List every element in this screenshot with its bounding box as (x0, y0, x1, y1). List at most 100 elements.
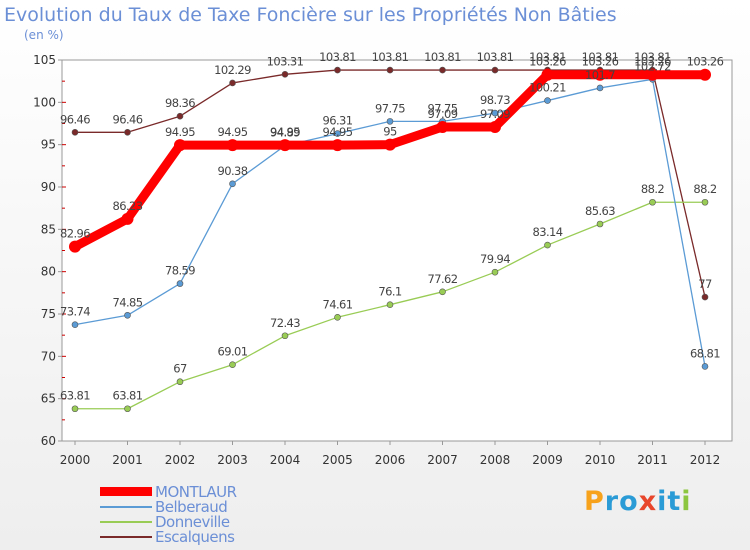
point-belberaud (701, 363, 709, 370)
legend-swatch (100, 536, 152, 538)
data-label-belberaud: 98.73 (480, 93, 510, 107)
logo-letter: r (604, 486, 620, 517)
x-tick-label: 2000 (60, 453, 91, 467)
data-label-escalquens: 103.81 (319, 50, 356, 64)
data-label-donneville: 77.62 (428, 272, 458, 286)
y-tick-label: 100 (33, 95, 56, 109)
point-montlaur (279, 139, 291, 152)
point-montlaur (594, 68, 606, 81)
data-label-escalquens: 102.29 (214, 63, 251, 77)
y-tick-label: 90 (41, 180, 56, 194)
point-belberaud (229, 180, 236, 188)
point-donneville (229, 361, 236, 369)
y-tick-label: 70 (41, 349, 56, 363)
data-label-donneville: 72.43 (270, 316, 300, 330)
logo-letter: i (681, 486, 692, 517)
point-montlaur (489, 120, 501, 133)
point-belberaud (176, 280, 184, 287)
data-label-donneville: 74.61 (323, 297, 353, 311)
data-label-belberaud: 68.81 (690, 346, 720, 360)
y-tick-label: 60 (41, 434, 56, 448)
point-escalquens (176, 112, 184, 120)
point-montlaur (699, 68, 711, 81)
data-label-montlaur: 97.09 (428, 107, 458, 121)
point-escalquens (439, 66, 446, 74)
logo-letter: t (667, 486, 682, 517)
data-label-donneville: 76.1 (378, 285, 401, 299)
y-tick-label: 95 (41, 138, 56, 152)
data-label-montlaur: 103.26 (529, 55, 566, 69)
x-tick-label: 2008 (480, 453, 511, 467)
x-tick-label: 2002 (165, 453, 196, 467)
data-label-donneville: 79.94 (480, 252, 510, 266)
plot-area (61, 59, 733, 442)
point-montlaur (331, 139, 344, 152)
data-label-montlaur: 103.26 (687, 55, 724, 69)
y-tick-label: 75 (41, 307, 56, 321)
point-donneville (649, 198, 656, 206)
data-label-belberaud: 94.89 (270, 126, 300, 140)
point-montlaur (436, 120, 449, 133)
logo-letter: o (619, 486, 639, 517)
data-label-montlaur: 94.95 (165, 125, 195, 139)
data-label-escalquens: 103.81 (582, 50, 619, 64)
data-label-donneville: 88.2 (693, 182, 716, 196)
point-donneville (281, 332, 289, 340)
data-label-escalquens: 98.36 (165, 96, 195, 110)
legend-item-donneville: Donneville (100, 513, 320, 531)
data-label-montlaur: 86.23 (113, 199, 143, 213)
data-label-donneville: 85.63 (585, 204, 615, 218)
point-montlaur (121, 212, 134, 225)
x-tick-label: 2001 (112, 453, 143, 467)
x-tick-label: 2012 (690, 453, 721, 467)
point-donneville (386, 301, 394, 308)
data-label-belberaud: 100.21 (529, 81, 566, 95)
y-axis: 60 65 70 75 80 85 90 95 100 105 (33, 53, 66, 448)
point-belberaud (386, 118, 394, 125)
x-tick-label: 2010 (585, 453, 616, 467)
point-donneville (491, 268, 499, 276)
data-label-escalquens: 96.46 (113, 112, 143, 126)
data-label-belberaud: 73.74 (60, 305, 90, 319)
unit-label: (en %) (24, 28, 64, 42)
data-label-donneville: 67 (173, 362, 187, 376)
x-tick-label: 2004 (270, 453, 301, 467)
data-label-donneville: 63.81 (113, 389, 143, 403)
x-axis: 2000 2001 2002 2003 2004 2005 2006 2007 2008 2009… (60, 441, 721, 467)
point-montlaur (226, 139, 239, 152)
data-label-escalquens: 103.81 (634, 50, 671, 64)
point-belberaud (596, 84, 604, 92)
data-label-escalquens: 96.46 (60, 112, 90, 126)
logo-letter: P (584, 486, 605, 517)
data-label-belberaud: 97.75 (375, 101, 405, 115)
data-label-escalquens: 103.81 (424, 50, 461, 64)
data-label-montlaur: 94.95 (218, 125, 248, 139)
logo-letter: x (638, 486, 658, 517)
point-montlaur (646, 68, 659, 81)
y-tick-label: 80 (41, 265, 56, 279)
data-label-belberaud: 74.85 (113, 295, 143, 309)
legend-label: Escalquens (155, 528, 235, 546)
x-tick-label: 2007 (427, 453, 458, 467)
point-escalquens (701, 293, 709, 301)
data-label-escalquens: 103.81 (529, 50, 566, 64)
data-label-escalquens: 103.81 (477, 50, 514, 64)
point-belberaud (334, 130, 341, 137)
point-belberaud (491, 109, 499, 117)
legend-swatch (100, 506, 152, 508)
proxiti-logo: Proxiti (584, 486, 692, 517)
data-label-donneville: 88.2 (641, 182, 664, 196)
chart-title: Evolution du Taux de Taxe Foncière sur l… (4, 4, 617, 26)
point-donneville (176, 378, 184, 386)
data-label-donneville: 83.14 (533, 225, 563, 239)
point-montlaur (384, 138, 396, 151)
legend-label: MONTLAUR (155, 483, 237, 501)
data-label-escalquens: 103.81 (372, 50, 409, 64)
series-group (69, 66, 711, 413)
legend-item-escalquens: Escalquens (100, 528, 320, 546)
point-donneville (701, 198, 709, 206)
data-label-montlaur: 103.26 (582, 55, 619, 69)
data-label-montlaur: 97.09 (480, 107, 510, 121)
